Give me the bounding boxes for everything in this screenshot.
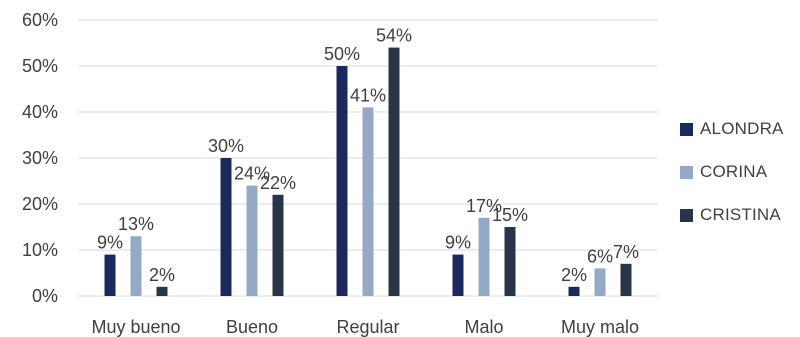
x-tick-label: Malo (464, 317, 503, 337)
y-tick-label: 50% (22, 56, 58, 76)
data-label: 17% (466, 196, 502, 216)
bar (388, 47, 400, 296)
data-label: 54% (376, 26, 412, 46)
legend-swatch-alondra (680, 122, 693, 136)
legend-item-alondra: ALONDRA (680, 118, 784, 140)
y-tick-label: 10% (22, 240, 58, 260)
y-tick-label: 60% (22, 10, 58, 30)
legend-item-cristina: CRISTINA (680, 204, 784, 226)
bar (220, 158, 232, 296)
legend: ALONDRA CORINA CRISTINA (680, 118, 784, 247)
x-tick-label: Muy malo (561, 317, 639, 337)
x-tick-label: Muy bueno (91, 317, 180, 337)
data-label: 2% (149, 265, 175, 285)
bar (478, 217, 490, 296)
legend-label-alondra: ALONDRA (700, 119, 784, 138)
legend-label-corina: CORINA (700, 162, 768, 181)
x-tick-label: Bueno (226, 317, 278, 337)
legend-swatch-corina (680, 165, 693, 179)
x-tick-label: Regular (336, 317, 399, 337)
data-label: 24% (234, 164, 270, 184)
y-tick-label: 30% (22, 148, 58, 168)
bar (130, 236, 142, 296)
legend-item-corina: CORINA (680, 161, 784, 183)
y-tick-label: 20% (22, 194, 58, 214)
data-label: 22% (260, 173, 296, 193)
data-label: 41% (350, 85, 386, 105)
bar (362, 107, 374, 297)
bar (620, 263, 632, 296)
data-label: 30% (208, 136, 244, 156)
y-tick-label: 0% (32, 286, 58, 306)
bar (156, 286, 168, 296)
bar (452, 254, 464, 296)
legend-label-cristina: CRISTINA (700, 205, 781, 224)
data-label: 9% (97, 233, 123, 253)
data-label: 7% (613, 242, 639, 262)
legend-swatch-cristina (680, 208, 693, 222)
bar (594, 268, 606, 296)
bar (568, 286, 580, 296)
data-label: 13% (118, 214, 154, 234)
data-label: 9% (445, 233, 471, 253)
bar (272, 194, 284, 296)
y-tick-label: 40% (22, 102, 58, 122)
bar (104, 254, 116, 296)
bar (336, 66, 348, 296)
bar (246, 185, 258, 296)
bar (504, 227, 516, 296)
data-label: 2% (561, 265, 587, 285)
data-label: 50% (324, 44, 360, 64)
data-label: 6% (587, 246, 613, 266)
data-label: 15% (492, 205, 528, 225)
